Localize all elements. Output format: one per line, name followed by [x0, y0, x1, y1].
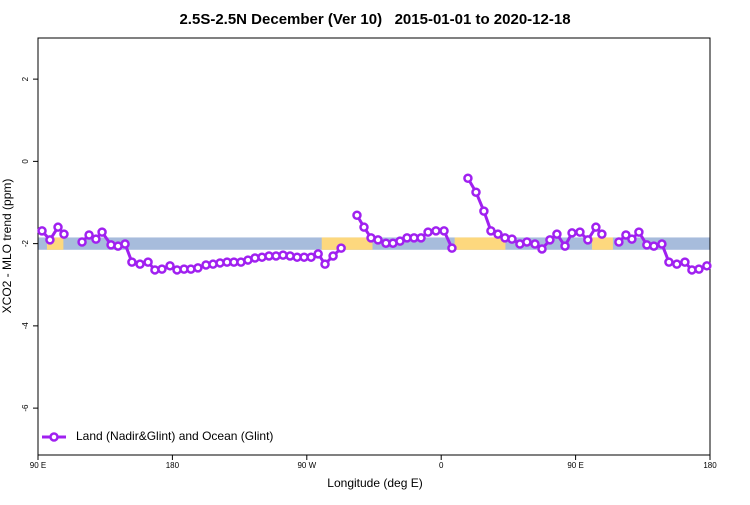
point [463, 173, 473, 183]
point [135, 259, 145, 269]
x-tick-label: 180 [703, 461, 717, 470]
point [545, 235, 555, 245]
point [664, 257, 674, 267]
point [395, 236, 405, 246]
point [634, 227, 644, 237]
point [53, 222, 63, 232]
point [680, 257, 690, 267]
x-tick-label: 0 [439, 461, 444, 470]
point [306, 252, 316, 262]
point [431, 226, 441, 236]
legend-label: Land (Nadir&Glint) and Ocean (Glint) [76, 429, 273, 443]
point [352, 210, 362, 220]
point [143, 257, 153, 267]
point [614, 237, 624, 247]
point [59, 229, 69, 239]
point [583, 235, 593, 245]
y-axis-label: XCO2 - MLO trend (ppm) [0, 179, 14, 314]
point [627, 234, 637, 244]
point [530, 239, 540, 249]
point [479, 206, 489, 216]
point [313, 249, 323, 259]
point [560, 241, 570, 251]
point [537, 244, 547, 254]
point [702, 261, 712, 271]
point [84, 230, 94, 240]
point [45, 235, 55, 245]
point [120, 239, 130, 249]
point [507, 234, 517, 244]
plot-frame [37, 37, 711, 456]
y-tick-label: 0 [21, 159, 30, 164]
point [359, 222, 369, 232]
point [649, 241, 659, 251]
point [657, 239, 667, 249]
x-axis-label: Longitude (deg E) [327, 476, 422, 490]
x-tick-label: 180 [166, 461, 180, 470]
point [471, 187, 481, 197]
point [694, 264, 704, 274]
y-tick-label: -6 [21, 404, 30, 412]
point [493, 229, 503, 239]
point [320, 259, 330, 269]
point [91, 234, 101, 244]
point [621, 230, 631, 240]
point [157, 264, 167, 274]
legend-marker [49, 432, 59, 442]
point [575, 227, 585, 237]
point [336, 243, 346, 253]
point [328, 251, 338, 261]
point [77, 237, 87, 247]
point [165, 261, 175, 271]
point [127, 257, 137, 267]
land-band [454, 237, 506, 250]
point [672, 259, 682, 269]
series-line [40, 177, 708, 272]
point [416, 233, 426, 243]
land-band [321, 237, 373, 250]
x-tick-label: 90 W [297, 461, 316, 470]
point [447, 243, 457, 253]
point [97, 227, 107, 237]
chart-title: 2.5S-2.5N December (Ver 10) 2015-01-01 t… [179, 11, 570, 28]
point [486, 226, 496, 236]
point [423, 227, 433, 237]
point [522, 237, 532, 247]
point [193, 263, 203, 273]
point [591, 222, 601, 232]
land-band [592, 237, 613, 250]
point [597, 229, 607, 239]
point [567, 228, 577, 238]
y-tick-label: -2 [21, 240, 30, 248]
x-tick-label: 90 E [30, 461, 46, 470]
point [373, 235, 383, 245]
y-tick-label: 2 [21, 76, 30, 81]
point [37, 226, 47, 236]
y-tick-label: -4 [21, 322, 30, 330]
x-tick-label: 90 E [567, 461, 583, 470]
point [552, 229, 562, 239]
point [439, 226, 449, 236]
